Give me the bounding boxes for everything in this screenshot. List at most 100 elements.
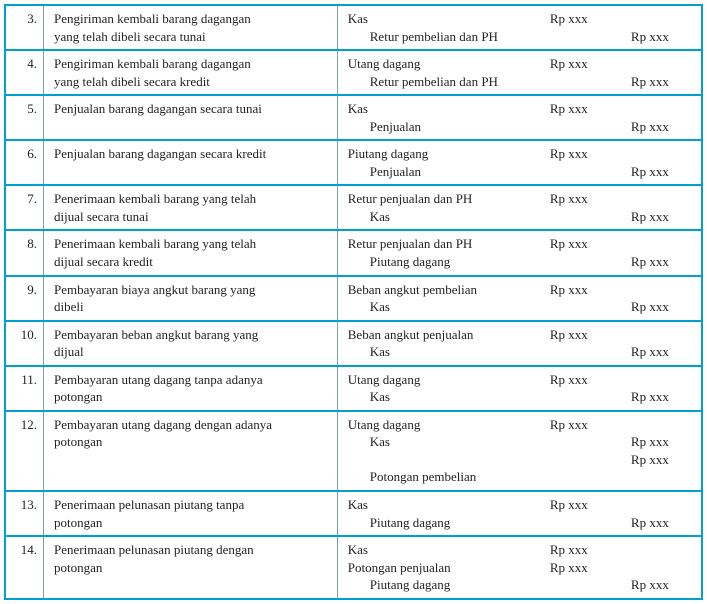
table-row: 10.Pembayaran beban angkut barang yangdi… [5, 321, 702, 366]
account-debit: Kas [348, 497, 368, 512]
journal-table: 3.Pengiriman kembali barang daganganyang… [4, 4, 703, 600]
credit-amount: Rp xxx [621, 50, 702, 95]
account-debit: Piutang dagang [348, 146, 429, 161]
transaction-description: Penerimaan pelunasan piutang dengan poton… [43, 536, 337, 599]
debit-amount: Rp xxx [540, 140, 621, 185]
account-credit: Potongan pembelian [348, 468, 534, 486]
table-row: 13.Penerimaan pelunasan piutang tanpapot… [5, 491, 702, 536]
table-row: 3.Pengiriman kembali barang daganganyang… [5, 5, 702, 50]
account-cell: Kas Penjualan [337, 95, 540, 140]
debit-amount: Rp xxx [540, 50, 621, 95]
transaction-description: Pembayaran utang dagang tanpa adanyapoto… [43, 366, 337, 411]
account-cell: Retur penjualan dan PH Piutang dagang [337, 230, 540, 275]
account-cell: Beban angkut penjualanKas [337, 321, 540, 366]
account-credit: Retur pembelian dan PH [348, 28, 534, 46]
debit-amount: Rp xxx [540, 366, 621, 411]
desc-line: dibeli [54, 299, 84, 314]
desc-line: Pengiriman kembali barang dagangan [54, 11, 251, 26]
row-number: 7. [5, 185, 43, 230]
account-credit: Kas [348, 298, 534, 316]
desc-line: dijual secara kredit [54, 254, 153, 269]
credit-amount: Rp xxx [621, 5, 702, 50]
row-number: 10. [5, 321, 43, 366]
account-cell: Kas Piutang dagang [337, 491, 540, 536]
account-credit: Piutang dagang [348, 514, 534, 532]
debit-amount: Rp xxxRp xxx [540, 536, 621, 599]
account-credit: Kas [348, 433, 534, 451]
table-row: 7.Penerimaan kembali barang yang telahdi… [5, 185, 702, 230]
desc-line: potongan [54, 515, 102, 530]
table-row: 9.Pembayaran biaya angkut barang yangdib… [5, 276, 702, 321]
desc-line: yang telah dibeli secara kredit [54, 74, 210, 89]
row-number: 4. [5, 50, 43, 95]
account-debit: Beban angkut pembelian [348, 282, 477, 297]
account-cell: Kas Retur pembelian dan PH [337, 5, 540, 50]
account-cell: Beban angkut pembelianKas [337, 276, 540, 321]
table-row: 5. Penjualan barang dagangan secara tunai… [5, 95, 702, 140]
credit-amount: Rp xxxRp xxx [621, 411, 702, 491]
debit-amount: Rp xxx [540, 185, 621, 230]
account-debit: Retur penjualan dan PH [348, 236, 473, 251]
transaction-description: Pembayaran utang dagang dengan adanya pot… [43, 411, 337, 491]
account-debit: Beban angkut penjualan [348, 327, 474, 342]
table-row: 4. Pengiriman kembali barang dagangan yang… [5, 50, 702, 95]
account-cell: KasPotongan penjualanPiutang dagang [337, 536, 540, 599]
row-number: 8. [5, 230, 43, 275]
table-row: 6. Penjualan barang dagangan secara kredi… [5, 140, 702, 185]
desc-line: Penerimaan pelunasan piutang tanpa [54, 497, 244, 512]
account-cell: Utang dagang Retur pembelian dan PH [337, 50, 540, 95]
desc-line: Pembayaran beban angkut barang yang [54, 327, 258, 342]
account-credit: Piutang dagang [348, 576, 534, 594]
credit-amount: Rp xxx [621, 95, 702, 140]
account-cell: Utang dagangKas [337, 366, 540, 411]
account-debit: Kas [348, 11, 368, 26]
desc-line: potongan [54, 434, 102, 449]
account-credit: Penjualan [348, 118, 534, 136]
transaction-description: Pengiriman kembali barang dagangan yang t… [43, 5, 337, 50]
table-row: 12.Pembayaran utang dagang dengan adanya… [5, 411, 702, 491]
desc-line: Pembayaran utang dagang tanpa adanya [54, 372, 263, 387]
desc-line: Penjualan barang dagangan secara tunai [54, 101, 262, 116]
transaction-description: Penjualan barang dagangan secara tunai [43, 95, 337, 140]
desc-line: yang telah dibeli secara tunai [54, 29, 206, 44]
debit-amount: Rp xxx [540, 230, 621, 275]
desc-line: Pengiriman kembali barang dagangan [54, 56, 251, 71]
desc-line: Pembayaran utang dagang dengan adanya [54, 417, 272, 432]
account-debit: Kas [348, 542, 368, 557]
debit-amount: Rp xxx [540, 321, 621, 366]
transaction-description: Penerimaan pelunasan piutang tanpa potong… [43, 491, 337, 536]
credit-amount: Rp xxx [621, 536, 702, 599]
credit-amount: Rp xxx [621, 321, 702, 366]
account-cell: Piutang dagang Penjualan [337, 140, 540, 185]
debit-amount: Rp xxx [540, 5, 621, 50]
account-credit: Kas [348, 208, 534, 226]
row-number: 5. [5, 95, 43, 140]
account-debit: Kas [348, 101, 368, 116]
row-number: 6. [5, 140, 43, 185]
debit-amount: Rp xxx [540, 411, 621, 491]
account-debit: Utang dagang [348, 417, 421, 432]
transaction-description: Pengiriman kembali barang dagangan yang t… [43, 50, 337, 95]
account-credit: Kas [348, 388, 534, 406]
table-row: 8.Penerimaan kembali barang yang telahdi… [5, 230, 702, 275]
account-credit: Retur pembelian dan PH [348, 73, 534, 91]
desc-line: dijual secara tunai [54, 209, 149, 224]
desc-line: potongan [54, 560, 102, 575]
credit-amount: Rp xxx [621, 276, 702, 321]
account-credit: Penjualan [348, 163, 534, 181]
table-row: 11.Pembayaran utang dagang tanpa adanyap… [5, 366, 702, 411]
desc-line: Pembayaran biaya angkut barang yang [54, 282, 255, 297]
transaction-description: Pembayaran biaya angkut barang yang dibel… [43, 276, 337, 321]
transaction-description: Penerimaan kembali barang yang telahdiju… [43, 230, 337, 275]
transaction-description: Penjualan barang dagangan secara kredit [43, 140, 337, 185]
row-number: 12. [5, 411, 43, 491]
transaction-description: Pembayaran beban angkut barang yangdijua… [43, 321, 337, 366]
debit-amount: Rp xxx [540, 491, 621, 536]
credit-amount: Rp xxx [621, 140, 702, 185]
account-credit: Piutang dagang [348, 253, 534, 271]
account-debit: Utang dagang [348, 56, 421, 71]
desc-line: Penjualan barang dagangan secara kredit [54, 146, 266, 161]
row-number: 14. [5, 536, 43, 599]
account-debit: Utang dagang [348, 372, 421, 387]
desc-line: Penerimaan pelunasan piutang dengan [54, 542, 254, 557]
